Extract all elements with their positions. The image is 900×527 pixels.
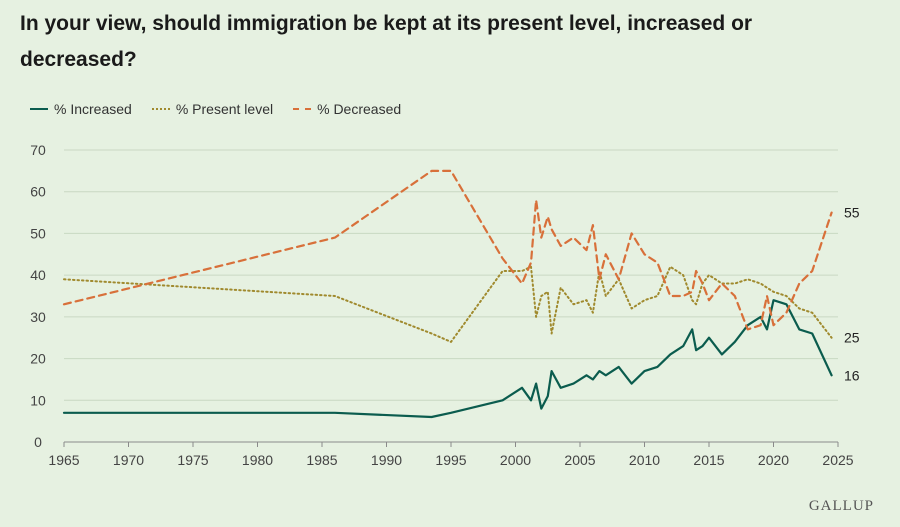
x-tick-label-2015: 2015 [693, 452, 724, 468]
legend-swatch-present [151, 108, 170, 110]
y-tick-label-0: 0 [34, 434, 42, 450]
legend-item-decreased: % Decreased [293, 101, 401, 117]
gallup-logo: GALLUP [808, 498, 874, 514]
y-tick-label-20: 20 [30, 351, 46, 367]
x-tick-label-1990: 1990 [371, 452, 402, 468]
legend-label-increased: % Increased [54, 101, 132, 117]
legend: % Increased % Present level % Decreased [30, 101, 401, 117]
legend-swatch-increased [30, 108, 48, 110]
series-line-increased [62, 299, 833, 419]
series-line-present [63, 265, 833, 343]
y-tick-label-60: 60 [30, 184, 46, 200]
legend-swatch-decreased [293, 108, 312, 110]
x-tick-label-1995: 1995 [435, 452, 466, 468]
y-tick-label-50: 50 [30, 225, 46, 241]
y-tick-label-30: 30 [30, 309, 46, 325]
x-tick-label-2020: 2020 [758, 452, 789, 468]
y-tick-label-10: 10 [30, 392, 46, 408]
x-tick-label-1965: 1965 [48, 452, 79, 468]
x-tick-label-1975: 1975 [177, 452, 208, 468]
series-line-decreased [62, 169, 833, 331]
y-tick-label-70: 70 [30, 142, 46, 158]
x-tick-label-2005: 2005 [564, 452, 595, 468]
x-tick-label-1985: 1985 [306, 452, 337, 468]
end-label-present: 25 [844, 330, 860, 346]
legend-label-present: % Present level [175, 101, 274, 117]
legend-label-decreased: % Decreased [317, 101, 402, 117]
legend-item-increased: % Increased [30, 101, 132, 117]
legend-item-present: % Present level [151, 101, 274, 117]
x-tick-label-1980: 1980 [242, 452, 273, 468]
end-label-decreased: 55 [844, 205, 860, 221]
chart-title: In your view, should immigration be kept… [20, 12, 753, 71]
x-tick-label-2025: 2025 [822, 452, 853, 468]
x-tick-label-2010: 2010 [629, 452, 660, 468]
x-tick-label-2000: 2000 [500, 452, 531, 468]
end-label-increased: 16 [844, 367, 860, 383]
x-tick-label-1970: 1970 [113, 452, 144, 468]
y-tick-label-40: 40 [30, 267, 46, 283]
